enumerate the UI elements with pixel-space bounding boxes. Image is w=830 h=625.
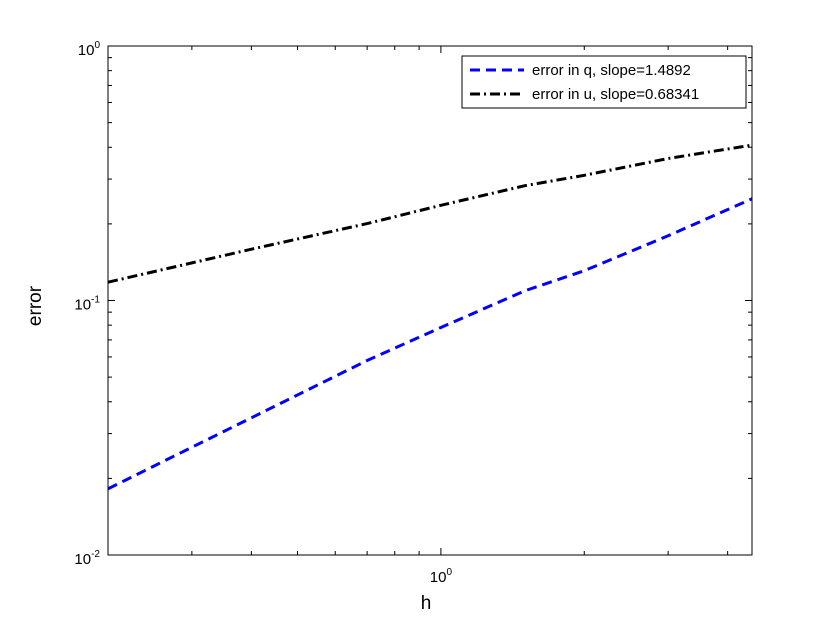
series-line-1 <box>107 197 753 491</box>
legend-box <box>461 55 747 109</box>
y-tick-label-exponent: 0 <box>94 40 100 51</box>
x-axis-label: h <box>421 593 432 614</box>
x-tick-labels: 100 <box>430 567 453 586</box>
y-axis-label: error <box>25 285 46 326</box>
y-tick-label-base: 10 <box>74 297 91 314</box>
y-tick-label: 10-1 <box>74 295 100 314</box>
plot-frame <box>107 45 753 556</box>
x-tick-label: 100 <box>430 567 453 586</box>
x-tick-label-exponent: 0 <box>446 567 452 578</box>
y-tick-label: 10-2 <box>74 549 100 568</box>
series-line-2 <box>107 143 753 284</box>
legend-label-1: error in q, slope=1.4892 <box>532 62 691 79</box>
y-tick-label-base: 10 <box>78 42 95 59</box>
x-tick-label-base: 10 <box>430 569 447 586</box>
y-tick-label: 100 <box>78 40 101 59</box>
axes-frame <box>107 45 753 556</box>
plot-area <box>108 46 752 555</box>
plot-background <box>108 46 752 555</box>
y-tick-label-exponent: -2 <box>91 549 100 560</box>
legend: error in q, slope=1.4892 error in u, slop… <box>461 55 747 109</box>
y-tick-label-exponent: -1 <box>91 295 100 306</box>
series-layer <box>107 143 753 491</box>
y-tick-label-base: 10 <box>74 551 91 568</box>
legend-label-2: error in u, slope=0.68341 <box>532 86 699 103</box>
minor-ticks <box>108 45 752 556</box>
